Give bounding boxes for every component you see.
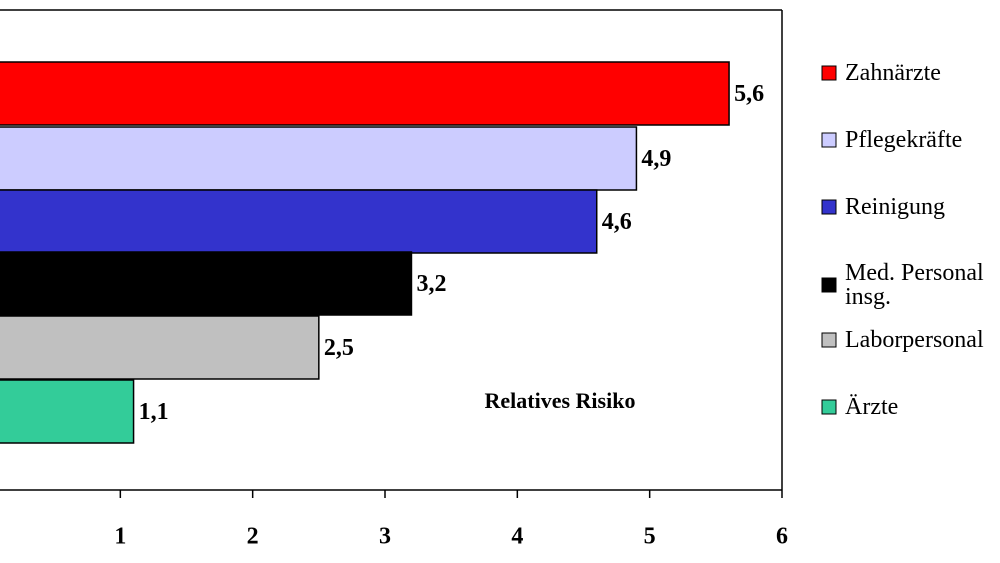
legend-label: Laborpersonal [845,327,984,353]
legend-swatch [821,277,837,293]
bar [0,379,135,444]
bar [0,251,413,316]
bar [0,315,320,380]
bar [0,189,598,254]
bar [0,61,730,126]
value-label: 2,5 [324,335,354,361]
legend-label: Ärzte [845,394,899,420]
value-label: 1,1 [139,399,169,425]
x-tick-label: 3 [379,524,391,550]
legend-swatch [821,65,837,81]
x-tick-label: 2 [247,524,259,550]
value-label: 4,6 [602,209,632,235]
x-tick-label: 4 [511,524,523,550]
x-tick-label: 1 [114,524,126,550]
legend-swatch [821,332,837,348]
value-label: 3,2 [416,271,446,297]
value-label: 5,6 [734,81,764,107]
legend-label: Med. Personal insg. [845,260,984,310]
legend-label: Pflegekräfte [845,127,963,153]
x-tick-label: 5 [644,524,656,550]
legend-swatch [821,132,837,148]
legend-swatch [821,199,837,215]
legend-label: Reinigung [845,194,945,220]
annotation: Relatives Risiko [485,388,636,413]
bar [0,126,638,191]
value-label: 4,9 [641,146,671,172]
legend-swatch [821,399,837,415]
legend-label: Zahnärzte [845,60,941,86]
x-tick-label: 6 [776,524,788,550]
